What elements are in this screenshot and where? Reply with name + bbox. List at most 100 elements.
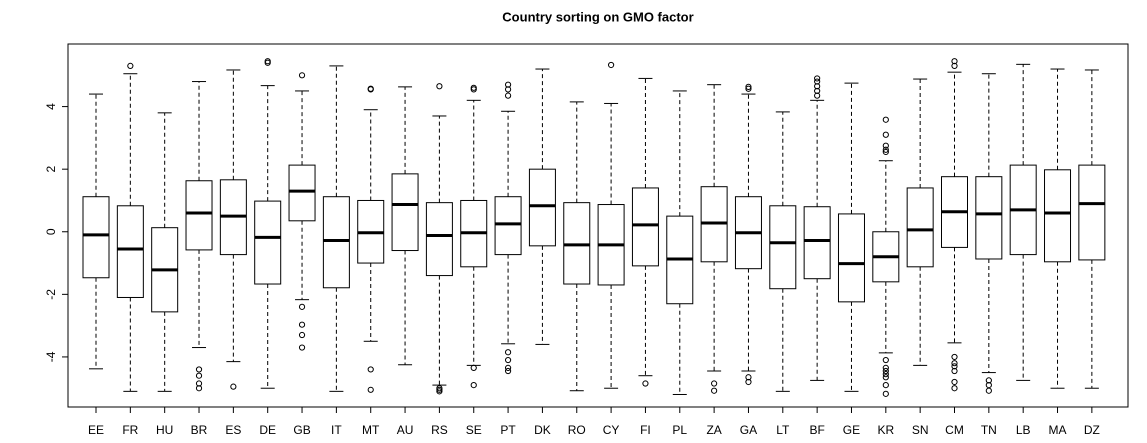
outlier <box>951 62 958 70</box>
outlier <box>195 372 203 379</box>
box <box>82 196 110 279</box>
outlier <box>470 86 477 93</box>
outlier <box>436 83 443 90</box>
outlier <box>814 75 821 82</box>
outlier <box>745 83 752 90</box>
outlier <box>985 387 992 394</box>
y-tick-label: 2 <box>44 166 58 173</box>
outlier <box>298 72 306 79</box>
outlier <box>230 383 237 390</box>
outlier <box>814 83 821 90</box>
outlier <box>951 363 958 370</box>
outlier <box>367 86 374 93</box>
x-tick-label: TN <box>981 423 997 437</box>
box <box>631 187 659 267</box>
outlier <box>711 380 718 387</box>
outlier <box>882 131 889 138</box>
outlier <box>711 387 718 394</box>
outlier <box>608 61 615 69</box>
x-tick-label: MT <box>362 423 380 437</box>
plot-frame <box>67 43 1129 408</box>
x-tick-label: DE <box>259 423 276 437</box>
outlier <box>504 86 512 93</box>
x-tick-label: PL <box>672 423 687 437</box>
x-tick-label: PT <box>500 423 516 437</box>
outlier <box>882 374 889 381</box>
box <box>1078 164 1106 261</box>
outlier <box>127 62 134 70</box>
outlier <box>264 59 271 66</box>
outlier <box>195 366 203 373</box>
outlier <box>882 390 889 397</box>
box <box>288 164 316 222</box>
outlier <box>195 385 203 392</box>
box <box>116 205 144 298</box>
outlier <box>951 58 958 65</box>
outlier <box>882 367 889 375</box>
x-tick-label: IT <box>331 423 342 437</box>
x-tick-label: FI <box>640 423 651 437</box>
box <box>837 213 865 303</box>
x-tick-label: RO <box>568 423 586 437</box>
outlier <box>367 386 374 393</box>
x-tick-label: RS <box>431 423 448 437</box>
outlier <box>882 146 889 153</box>
x-tick-label: GA <box>740 423 757 437</box>
box <box>322 196 350 289</box>
outlier <box>470 381 477 389</box>
outlier <box>882 364 889 371</box>
x-tick-label: DZ <box>1084 423 1100 437</box>
outlier <box>298 331 306 339</box>
box <box>185 180 213 251</box>
x-tick-label: DK <box>534 423 551 437</box>
x-tick-label: AU <box>397 423 414 437</box>
outlier <box>951 367 958 375</box>
outlier <box>985 377 992 384</box>
box <box>494 196 522 256</box>
outlier <box>882 356 889 364</box>
x-tick-label: CY <box>603 423 620 437</box>
outlier <box>298 321 306 328</box>
outlier <box>367 366 374 373</box>
outlier <box>745 85 752 92</box>
x-tick-label: BR <box>191 423 208 437</box>
x-tick-label: EE <box>88 423 104 437</box>
x-tick-label: BF <box>809 423 824 437</box>
box <box>254 200 282 285</box>
outlier <box>951 378 958 386</box>
x-tick-label: GB <box>293 423 310 437</box>
outlier <box>745 378 752 386</box>
chart-title: Country sorting on GMO factor <box>502 9 693 24</box>
x-tick-label: HU <box>156 423 173 437</box>
outlier <box>882 142 889 149</box>
outlier <box>470 364 477 371</box>
x-tick-label: CM <box>945 423 964 437</box>
y-tick-label: -4 <box>44 351 58 362</box>
outlier <box>642 380 649 387</box>
outlier <box>882 148 889 156</box>
box <box>528 168 556 247</box>
outlier <box>814 87 821 95</box>
box <box>769 205 797 290</box>
outlier <box>951 353 958 361</box>
outlier <box>298 303 306 310</box>
y-tick-label: 0 <box>44 228 58 235</box>
box <box>975 176 1003 260</box>
outlier <box>814 92 821 99</box>
outlier <box>814 78 821 85</box>
box <box>906 187 934 268</box>
x-tick-label: FR <box>122 423 138 437</box>
outlier <box>436 388 443 395</box>
outlier <box>504 364 512 371</box>
outlier <box>504 367 512 375</box>
x-tick-label: KR <box>877 423 894 437</box>
box <box>803 206 831 280</box>
outlier <box>951 385 958 392</box>
x-tick-label: LB <box>1016 423 1031 437</box>
x-tick-label: LT <box>776 423 790 437</box>
x-tick-label: GE <box>843 423 860 437</box>
outlier <box>951 360 958 367</box>
box <box>391 173 419 252</box>
y-tick-label: -2 <box>44 289 58 300</box>
